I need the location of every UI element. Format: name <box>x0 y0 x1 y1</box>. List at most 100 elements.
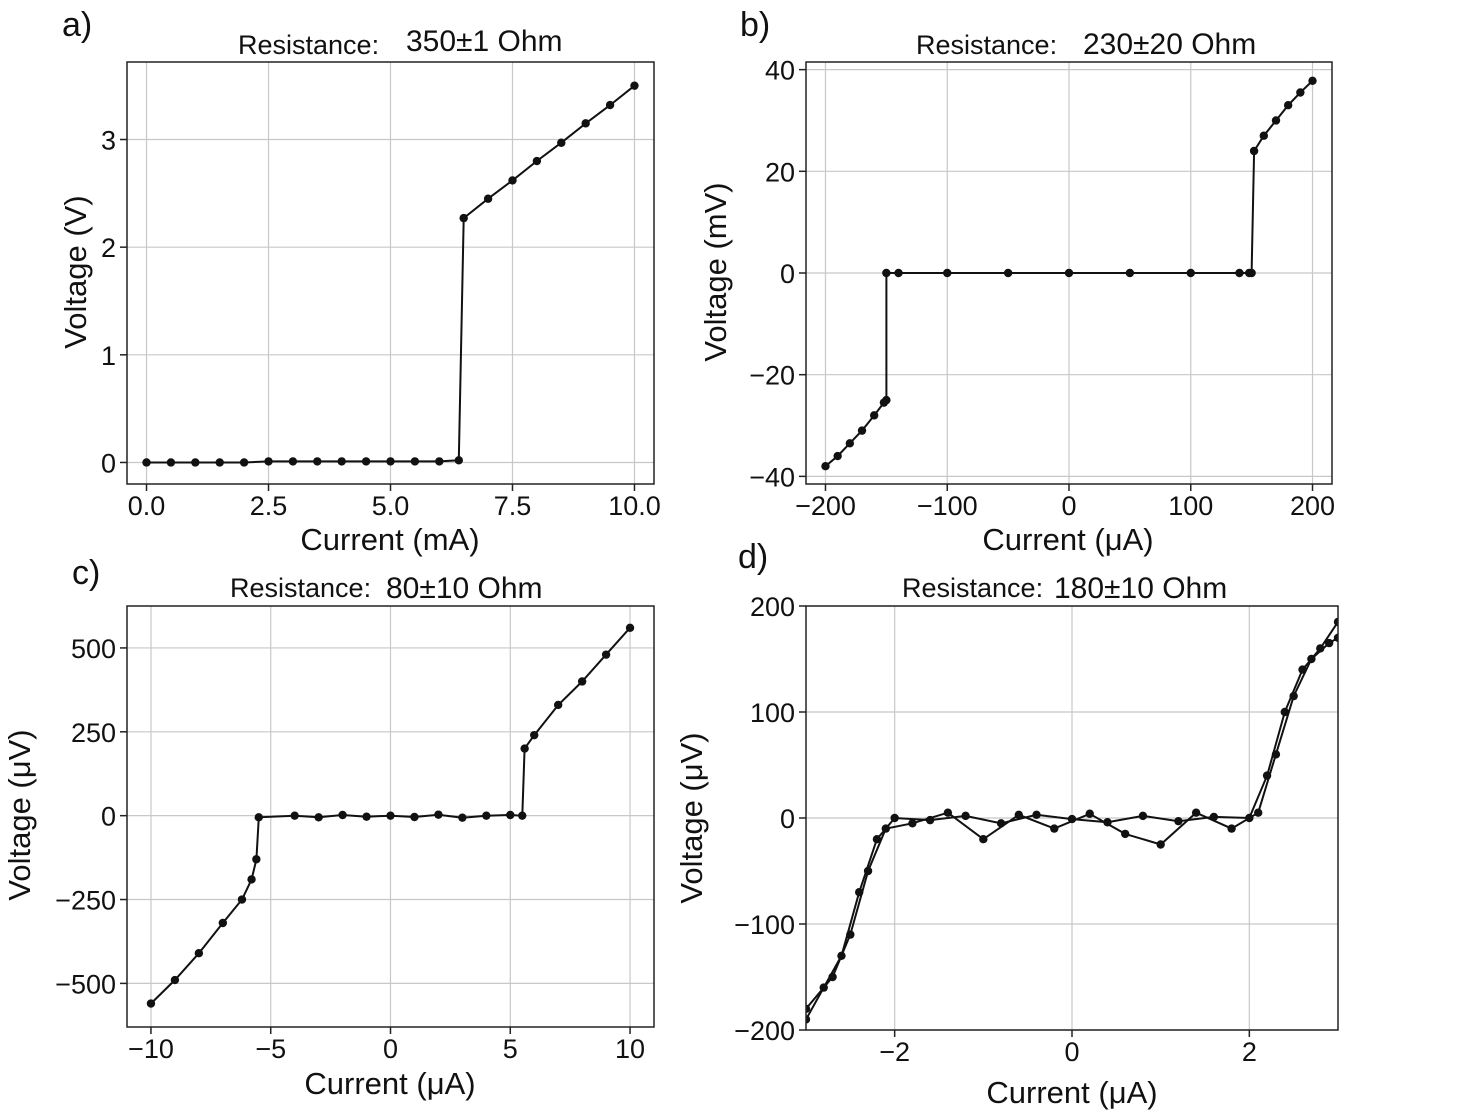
panel-c-data-point <box>170 975 180 985</box>
panel-a-data-point <box>630 81 639 90</box>
panel-b-data-point <box>1249 146 1259 156</box>
panel-b-y-tick-label: 40 <box>765 56 795 86</box>
panel-c-data-point <box>386 811 395 820</box>
panel-d-data-point <box>1121 829 1130 839</box>
panel-c-data-point <box>254 813 263 822</box>
panel-c-data-point <box>520 744 529 753</box>
panel-d-data-point <box>1138 811 1148 821</box>
panel-a-data-point <box>361 457 371 466</box>
panel-a-data-point <box>454 456 464 465</box>
panel-d-data-point <box>846 930 855 939</box>
panel-a-data-point <box>557 138 566 147</box>
panel-d-y-tick-label: 200 <box>750 592 795 622</box>
panel-a-letter: a) <box>62 6 92 44</box>
panel-a-data-point <box>435 457 444 466</box>
panel-c-x-tick-label: −10 <box>128 1034 174 1064</box>
panel-d-data-point <box>1227 824 1236 833</box>
panel-c-x-axis-label: Current (μA) <box>304 1066 475 1101</box>
panel-a-data-point <box>386 457 395 466</box>
panel-c-y-axis-label: Voltage (μV) <box>2 729 37 900</box>
panel-b-data-point <box>869 411 879 420</box>
panel-b-y-tick-label: −20 <box>749 361 795 391</box>
panel-c-data-point <box>625 623 635 633</box>
panel-c-data-point <box>237 895 247 904</box>
panel-a-y-tick-label: 1 <box>101 341 116 371</box>
panel-c: c) Resistance: 80±10 Ohm −10 −5 0 5 10 −500 −2… <box>2 554 655 1101</box>
panel-a-data-point <box>215 458 224 467</box>
panel-d-data-point <box>1191 808 1201 817</box>
panel-b-data-point <box>882 395 891 405</box>
panel-c-data-point <box>577 677 587 686</box>
panel-d-data-point <box>1156 840 1165 849</box>
panel-a-x-tick-label: 2.5 <box>250 491 288 521</box>
panel-d-data-point <box>872 835 882 844</box>
panel-d-data-point <box>1174 816 1183 826</box>
panel-b-data-point <box>1064 268 1074 278</box>
panel-a-data-point <box>508 176 517 185</box>
panel-c-data-point <box>290 811 299 820</box>
panel-c-data-point <box>482 811 491 820</box>
panel-c-x-tick-label: 5 <box>503 1034 518 1064</box>
panel-c-data-point <box>434 810 443 819</box>
panel-d-data-point <box>1333 633 1338 642</box>
panel-a-title-prefix: Resistance: <box>238 30 379 60</box>
panel-a-x-axis-label: Current (mA) <box>300 522 479 557</box>
panel-b-title-value: 230±20 Ohm <box>1083 28 1256 61</box>
panel-a-data-point <box>483 194 493 203</box>
panel-b-title-prefix: Resistance: <box>916 30 1057 60</box>
panel-b-data-point <box>943 268 952 278</box>
panel-c-data-point <box>506 810 515 820</box>
panel-b-x-axis-label: Current (μA) <box>982 522 1153 557</box>
panel-a-y-tick-label: 3 <box>101 126 116 156</box>
panel-d-data-point <box>1280 707 1290 717</box>
panel-a-data-point <box>288 457 298 466</box>
panel-c-y-tick-label: 0 <box>101 802 116 832</box>
panel-c-x-tick-label: 0 <box>383 1034 398 1064</box>
panel-d-data-point <box>881 824 890 833</box>
panel-a-data-point <box>142 458 151 467</box>
panel-d-data-point <box>890 813 899 823</box>
panel-c-x-tick-label: −5 <box>255 1034 286 1064</box>
panel-d-data-point <box>828 972 837 982</box>
panel-c-y-tick-label: −250 <box>55 886 116 916</box>
panel-c-data-point <box>218 918 228 928</box>
panel-d-data-point <box>1289 691 1298 701</box>
panel-d-data-point <box>943 808 953 817</box>
panel-a: a) Resistance: 350±1 Ohm 0.0 2.5 5.0 7.5 10.… <box>58 6 661 557</box>
panel-d-y-tick-label: −100 <box>734 910 795 940</box>
panel-d-x-tick-label: 0 <box>1064 1037 1079 1067</box>
panel-a-y-axis-label: Voltage (V) <box>58 195 93 348</box>
panel-b-data-point <box>1125 268 1135 278</box>
panel-b-data-point <box>821 462 830 471</box>
panel-b-data-point <box>894 268 903 278</box>
panel-a-data-point <box>532 156 542 166</box>
panel-d-y-tick-label: 100 <box>750 698 795 728</box>
panel-b-data-point <box>1247 268 1256 278</box>
panel-c-data-point <box>146 999 156 1008</box>
panel-c-data-point <box>530 730 539 740</box>
panel-c-title-value: 80±10 Ohm <box>386 572 543 605</box>
panel-d-letter: d) <box>738 538 768 576</box>
panel-d-title-value: 180±10 Ohm <box>1054 572 1227 605</box>
panel-c-y-tick-label: 500 <box>71 634 116 664</box>
panel-c-title-prefix: Resistance: <box>230 573 371 603</box>
panel-d-data-point <box>1014 810 1023 820</box>
panel-d-data-point <box>806 1015 811 1024</box>
panel-d-y-tick-label: 0 <box>780 804 795 834</box>
panel-a-x-tick-label: 10.0 <box>608 491 661 521</box>
panel-a-data-point <box>581 119 590 128</box>
panel-a-data-point <box>605 100 615 110</box>
panel-d-y-axis-label: Voltage (μV) <box>674 732 709 903</box>
panel-b-y-axis-label: Voltage (mV) <box>698 182 733 361</box>
panel-b-data-point <box>1308 76 1317 86</box>
panel-d-plot: −2 0 2 −200 −100 0 100 200 <box>734 592 1339 1067</box>
panel-b-x-tick-label: 0 <box>1061 491 1076 521</box>
panel-d-data-point <box>979 835 988 844</box>
panel-b-data-point <box>1003 268 1013 278</box>
panel-c-data-point <box>338 810 347 820</box>
panel-b-data-point <box>845 439 855 448</box>
panel-b-y-tick-label: 20 <box>765 157 795 187</box>
panel-a-title-value: 350±1 Ohm <box>406 25 563 58</box>
panel-d-x-axis-label: Current (μA) <box>986 1075 1157 1110</box>
